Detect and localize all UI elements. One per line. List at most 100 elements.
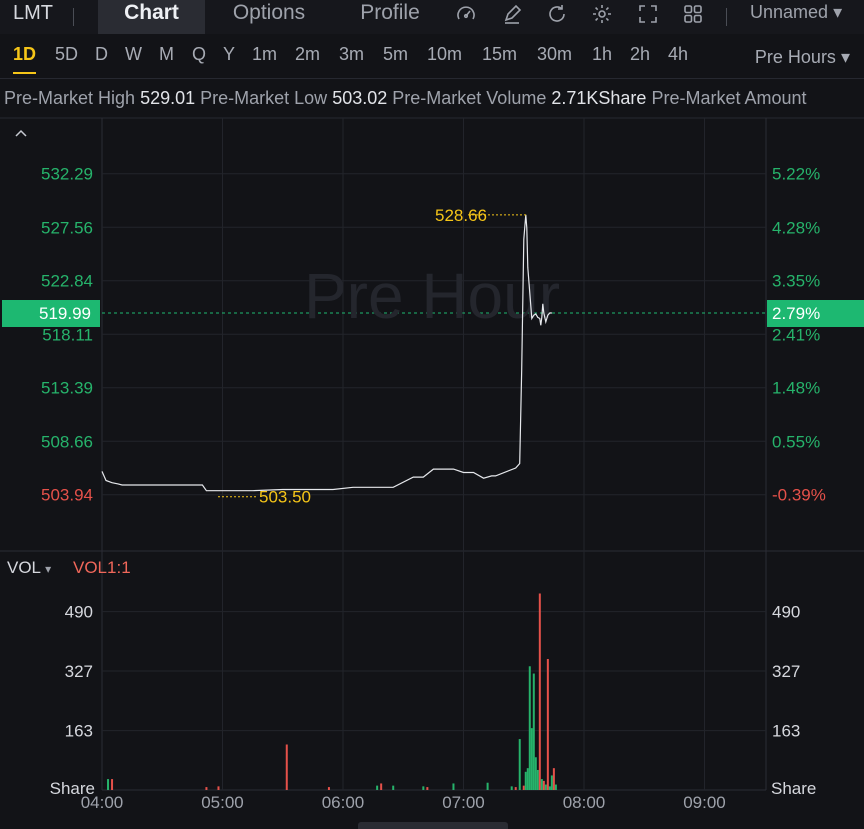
period-1h[interactable]: 1h	[592, 44, 613, 64]
percent-tick-label: 1.48%	[772, 379, 820, 398]
volume-bar	[534, 757, 537, 790]
chart-grid	[0, 117, 864, 791]
price-tick-label: 522.84	[41, 272, 93, 291]
volume-bar	[392, 785, 395, 790]
chevron-down-icon[interactable]: ▾	[45, 562, 52, 576]
volume-tick-label: 163	[772, 722, 800, 741]
price-annotations: 528.66 503.50	[218, 206, 526, 507]
volume-unit-label: Share	[50, 779, 95, 798]
percent-tick-label: 2.41%	[772, 325, 820, 344]
volume-bar	[538, 593, 541, 790]
volume-axis: 490 490 327 327 163 163 Share Share	[50, 603, 817, 798]
volume-bar	[217, 786, 220, 790]
period-5d[interactable]: 5D	[55, 44, 79, 64]
stat-amount-label: Pre-Market Amount	[651, 88, 807, 108]
percent-tick-label: 5.22%	[772, 165, 820, 184]
layout-grid-icon[interactable]	[682, 3, 704, 25]
stat-low-label: Pre-Market Low	[200, 88, 328, 108]
volume-bar	[205, 787, 208, 790]
period-2m[interactable]: 2m	[295, 44, 321, 64]
chevron-down-icon: ▾	[833, 2, 843, 22]
price-tick-label: 513.39	[41, 379, 93, 398]
period-1d[interactable]: 1D	[13, 44, 37, 74]
volume-bar	[327, 787, 330, 790]
period-15m[interactable]: 15m	[482, 44, 518, 64]
chevron-down-icon: ▾	[840, 47, 850, 67]
volume-bar	[111, 779, 114, 790]
period-w[interactable]: W	[125, 44, 142, 64]
volume-bar	[552, 768, 555, 790]
period-30m[interactable]: 30m	[537, 44, 573, 64]
volume-bar	[285, 744, 288, 790]
fullscreen-icon[interactable]	[637, 3, 659, 25]
period-5m[interactable]: 5m	[383, 44, 409, 64]
time-tick-label: 05:00	[201, 793, 244, 812]
volume-bar	[554, 784, 557, 790]
time-tick-label: 04:00	[81, 793, 124, 812]
period-bar: 1D 5D D W M Q Y 1m 2m 3m 5m 10m 15m 30m …	[0, 34, 864, 79]
percent-tick-label: 0.55%	[772, 432, 820, 451]
period-d[interactable]: D	[95, 44, 108, 64]
period-4h[interactable]: 4h	[668, 44, 689, 64]
period-y[interactable]: Y	[223, 44, 236, 64]
volume-label: VOL	[7, 558, 41, 577]
price-tick-label: 532.29	[41, 165, 93, 184]
stat-high-label: Pre-Market High	[4, 88, 136, 108]
gauge-icon[interactable]	[455, 3, 477, 25]
period-1m[interactable]: 1m	[252, 44, 278, 64]
volume-bar	[542, 780, 545, 790]
tab-profile[interactable]: Profile	[360, 1, 420, 24]
tab-chart[interactable]: Chart	[98, 0, 205, 34]
stat-low-value: 503.02	[332, 88, 388, 108]
volume-tick-label: 490	[772, 603, 800, 622]
volume-tick-label: 163	[65, 722, 93, 741]
time-tick-label: 07:00	[442, 793, 485, 812]
draw-icon[interactable]	[501, 3, 523, 25]
low-annotation-label: 503.50	[259, 488, 311, 507]
percent-tick-label: -0.39%	[772, 486, 826, 505]
volume-bars	[107, 593, 557, 790]
current-change-label: 2.79%	[772, 304, 820, 323]
period-m[interactable]: M	[159, 44, 174, 64]
price-axis: 532.29 5.22% 527.56 4.28% 522.84 3.35% 518.11 2…	[2, 165, 864, 505]
price-tick-label: 527.56	[41, 218, 93, 237]
current-price-label: 519.99	[39, 304, 91, 323]
session-selector[interactable]: Pre Hours ▾	[755, 47, 850, 68]
volume-indicator-name[interactable]: VOL1:1	[73, 558, 131, 577]
tab-options[interactable]: Options	[232, 1, 306, 24]
volume-bar	[422, 786, 425, 790]
period-2h[interactable]: 2h	[630, 44, 651, 64]
volume-bar	[380, 783, 383, 790]
period-10m[interactable]: 10m	[427, 44, 463, 64]
period-q[interactable]: Q	[192, 44, 207, 64]
ticker-symbol[interactable]: LMT	[13, 2, 53, 24]
scroll-handle[interactable]	[358, 822, 508, 829]
volume-bar	[510, 786, 513, 790]
session-label: Pre Hours	[754, 47, 836, 67]
price-tick-label: 518.11	[42, 325, 93, 344]
chart-watermark: Pre Hour	[304, 260, 560, 332]
volume-tick-label: 490	[65, 603, 93, 622]
time-tick-label: 06:00	[322, 793, 365, 812]
stat-volume-label: Pre-Market Volume	[392, 88, 547, 108]
divider	[73, 8, 74, 26]
period-3m[interactable]: 3m	[339, 44, 365, 64]
stat-high-value: 529.01	[140, 88, 196, 108]
volume-bar	[486, 782, 489, 790]
volume-bar	[452, 783, 455, 790]
layout-selector[interactable]: Unnamed ▾	[750, 2, 842, 23]
price-tick-label: 508.66	[41, 432, 93, 451]
time-axis: 04:00 05:00 06:00 07:00 08:00 09:00	[81, 793, 726, 812]
volume-bar	[528, 666, 531, 790]
volume-unit-label: Share	[771, 779, 816, 798]
volume-tick-label: 327	[65, 662, 93, 681]
volume-bar	[550, 775, 553, 790]
settings-icon[interactable]	[591, 3, 613, 25]
volume-bar	[526, 768, 529, 790]
refresh-icon[interactable]	[546, 3, 568, 25]
volume-bar	[548, 786, 551, 790]
divider	[726, 8, 727, 26]
time-tick-label: 08:00	[563, 793, 606, 812]
volume-indicator-label[interactable]: VOL ▾	[7, 558, 51, 578]
